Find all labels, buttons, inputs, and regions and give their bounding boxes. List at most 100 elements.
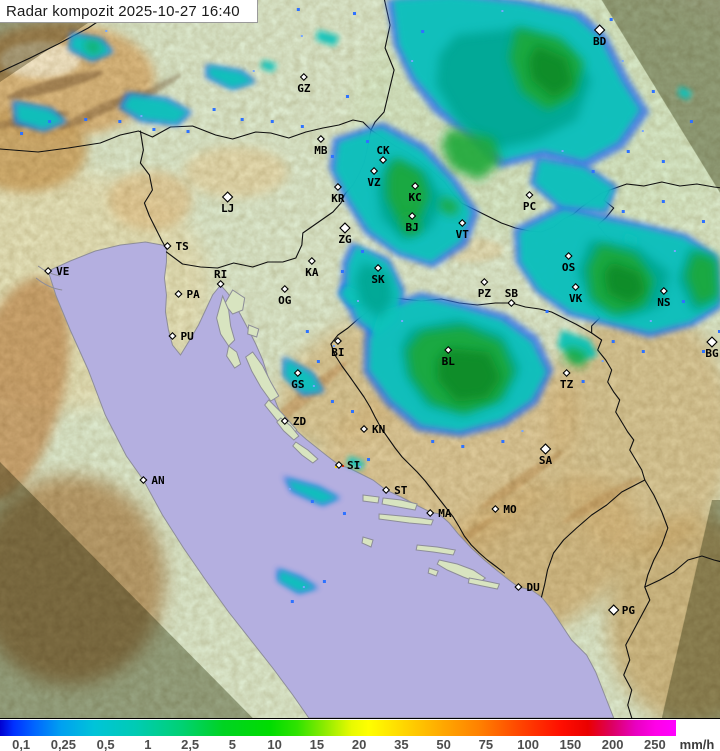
city-marker-pc: PC xyxy=(523,190,536,213)
radar-echo-speck xyxy=(212,108,216,111)
scale-unit-label: mm/h xyxy=(679,737,715,751)
city-marker-bl: BL xyxy=(442,345,456,368)
city-diamond-icon xyxy=(280,416,289,426)
radar-echo-speck xyxy=(366,140,370,143)
city-label: BJ xyxy=(406,221,419,234)
radar-echo-speck xyxy=(461,445,465,448)
city-marker-bg: BG xyxy=(705,336,719,360)
city-label: ZD xyxy=(293,415,307,428)
city-label: PZ xyxy=(478,287,492,300)
city-markers-layer: GZ BD MB CK VZ KC PC LJ KR ZG BJ VT OS TS VE KA RI SK PZ SB… xyxy=(44,24,719,617)
city-label: MA xyxy=(438,507,452,520)
city-label: PG xyxy=(622,604,636,617)
radar-echo-speck xyxy=(48,120,52,123)
radar-echo-speck xyxy=(20,132,24,135)
radar-echo-speck xyxy=(661,200,665,203)
radar-echo-speck xyxy=(358,466,362,468)
radar-echo-speck xyxy=(501,10,504,12)
city-diamond-icon xyxy=(369,166,379,176)
city-marker-zd: ZD xyxy=(280,415,307,428)
radar-echo-speck xyxy=(609,18,613,21)
radar-echo-blob xyxy=(528,45,574,98)
city-diamond-icon xyxy=(339,222,351,234)
city-label: BI xyxy=(331,346,344,359)
radar-echo-speck xyxy=(689,120,693,123)
city-label: DU xyxy=(526,581,540,594)
radar-echo-blob xyxy=(534,160,614,210)
radar-echo-speck xyxy=(591,170,595,173)
city-diamond-icon xyxy=(659,286,668,296)
radar-echo-speck xyxy=(501,440,505,443)
radar-echo-speck xyxy=(252,70,255,72)
radar-echo-speck xyxy=(621,210,625,213)
city-diamond-icon xyxy=(593,24,606,36)
radar-clutter-pixel xyxy=(334,466,337,468)
city-diamond-icon xyxy=(359,424,369,434)
city-diamond-icon xyxy=(316,134,325,144)
city-marker-kr: KR xyxy=(331,182,345,205)
city-diamond-icon xyxy=(299,72,308,82)
radar-echo-blob xyxy=(623,232,638,248)
scale-tick-label: 100 xyxy=(517,737,539,751)
radar-echo-speck xyxy=(305,330,309,333)
radar-echo-speck xyxy=(581,380,585,383)
title-bar: Radar kompozit 2025-10-27 16:40 xyxy=(0,0,258,23)
radar-echo-speck xyxy=(521,430,524,432)
radar-echo-speck xyxy=(367,458,371,461)
precipitation-gradient-bar xyxy=(0,720,676,736)
city-label: GZ xyxy=(297,82,311,95)
city-label: SI xyxy=(347,459,360,472)
city-diamond-icon xyxy=(539,443,552,455)
radar-echo-blob xyxy=(563,346,588,368)
city-marker-kc: KC xyxy=(409,181,422,204)
radar-echo-speck xyxy=(649,320,652,322)
city-label: NS xyxy=(657,296,670,309)
city-label: SB xyxy=(505,287,519,300)
city-label: KR xyxy=(331,192,345,205)
city-diamond-icon xyxy=(426,508,435,518)
city-diamond-icon xyxy=(139,475,148,485)
scale-tick-label: 75 xyxy=(478,737,494,751)
radar-echo-speck xyxy=(186,130,190,133)
city-marker-pa: PA xyxy=(174,288,200,301)
city-label: BL xyxy=(442,355,456,368)
city-marker-du: DU xyxy=(514,581,540,594)
city-label: SA xyxy=(539,454,553,467)
city-diamond-icon xyxy=(216,279,225,289)
radar-echo-blob xyxy=(284,359,322,393)
radar-echo-blob xyxy=(122,95,189,123)
radar-echo-layer xyxy=(12,0,720,603)
radar-echo-blob xyxy=(208,66,254,88)
city-label: VZ xyxy=(367,176,381,189)
radar-echo-speck xyxy=(332,345,335,347)
city-marker-bi: BI xyxy=(331,336,345,359)
radar-echo-speck xyxy=(641,130,644,132)
scale-tick-label: 1 xyxy=(144,737,152,751)
radar-clutter-pixel xyxy=(341,465,344,467)
city-label: ST xyxy=(394,484,408,497)
city-diamond-icon xyxy=(480,277,489,287)
scale-tick-label: 150 xyxy=(559,737,582,751)
city-marker-mo: MO xyxy=(491,503,517,516)
scale-tick-label: 10 xyxy=(267,737,282,751)
city-label: GS xyxy=(291,378,304,391)
city-marker-mb: MB xyxy=(314,134,328,157)
scale-tick-label: 200 xyxy=(601,737,624,751)
city-marker-tz: TZ xyxy=(560,368,574,391)
city-marker-sa: SA xyxy=(539,443,553,467)
city-label: CK xyxy=(376,144,390,157)
radar-echo-blob xyxy=(437,348,502,402)
radar-map: GZ BD MB CK VZ KC PC LJ KR ZG BJ VT OS TS VE KA RI SK PZ SB… xyxy=(0,0,720,718)
radar-echo-blob xyxy=(260,60,277,72)
city-diamond-icon xyxy=(379,155,388,165)
radar-echo-speck xyxy=(84,118,88,121)
radar-echo-speck xyxy=(431,440,435,443)
radar-echo-blob xyxy=(286,479,338,504)
city-marker-kn: KN xyxy=(359,423,385,436)
radar-echo-speck xyxy=(411,60,414,62)
radar-echo-blob xyxy=(677,86,692,100)
city-marker-bd: BD xyxy=(593,24,607,48)
radar-echo-speck xyxy=(302,586,305,588)
radar-echo-speck xyxy=(290,600,294,603)
